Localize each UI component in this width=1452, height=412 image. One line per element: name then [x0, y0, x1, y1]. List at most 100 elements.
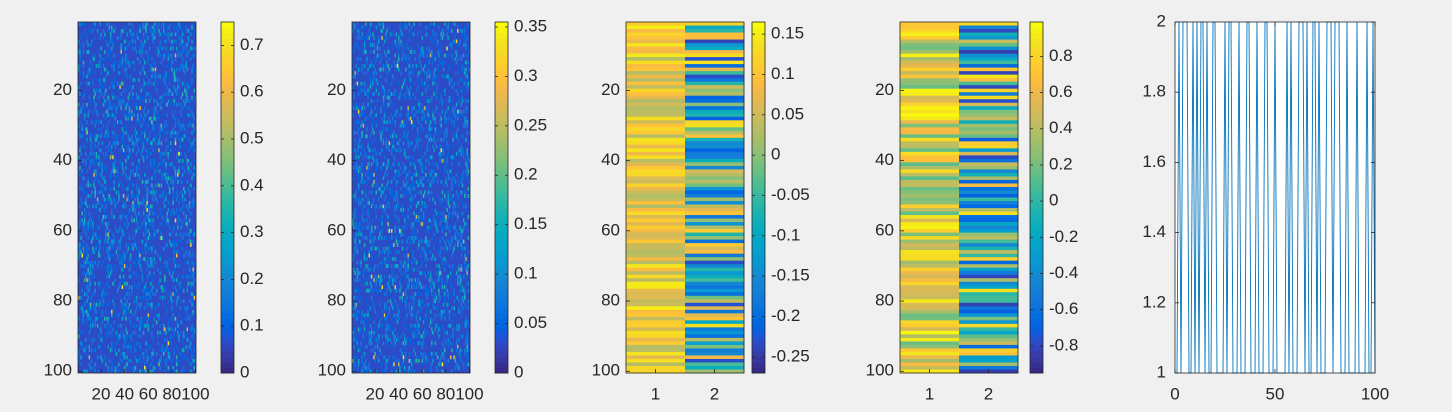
heatmap-cell — [157, 253, 159, 258]
heatmap-cell — [431, 50, 433, 54]
heatmap-cell — [383, 88, 386, 93]
heatmap-cell — [187, 253, 190, 258]
heatmap-cell — [379, 204, 381, 209]
heatmap-cell — [105, 232, 107, 237]
heatmap-cell — [446, 306, 448, 311]
heatmap-cell — [148, 246, 151, 251]
heatmap-cell — [180, 64, 183, 68]
heatmap-cell — [145, 22, 147, 26]
heatmap-cell — [361, 50, 363, 54]
heatmap-cell — [188, 229, 191, 233]
heatmap-cell — [462, 109, 465, 114]
heatmap-cell — [452, 106, 454, 111]
heatmap-cell — [444, 134, 446, 139]
heatmap-cell — [147, 355, 150, 360]
heatmap-cell — [188, 106, 191, 111]
heatmap-cell — [98, 253, 100, 258]
heatmap-cell — [87, 176, 89, 181]
heatmap-cell — [356, 81, 359, 86]
heatmap-cell — [106, 197, 108, 202]
heatmap-cell — [382, 183, 385, 188]
colorbar-swatch — [221, 367, 234, 374]
heatmap-cell — [407, 281, 409, 286]
heatmap-cell — [114, 278, 117, 283]
heatmap-cell — [186, 260, 189, 265]
heatmap-cell — [433, 285, 435, 290]
heatmap-cell — [448, 81, 451, 86]
heatmap-cell — [109, 176, 112, 181]
heatmap-cell — [80, 151, 82, 156]
heatmap-cell — [140, 106, 143, 111]
heatmap-cell — [427, 116, 429, 121]
heatmap-cell — [448, 43, 451, 47]
heatmap-cell — [167, 57, 170, 61]
heatmap-cell — [127, 116, 130, 121]
heatmap-cell — [193, 137, 196, 142]
heatmap-cell — [148, 295, 151, 300]
heatmap-cell — [405, 67, 407, 72]
heatmap-cell — [420, 292, 422, 297]
heatmap-cell — [98, 141, 100, 146]
heatmap-cell — [457, 232, 459, 237]
heatmap-cell — [414, 29, 417, 33]
heatmap-cell — [171, 43, 173, 47]
heatmap-cell — [445, 225, 447, 230]
heatmap-cell — [92, 109, 94, 114]
heatmap-cell — [128, 176, 131, 181]
heatmap-cell — [149, 158, 152, 163]
heatmap-cell — [364, 264, 367, 268]
heatmap-cell — [146, 320, 148, 325]
heatmap-cell — [357, 176, 360, 181]
colorbar-swatch — [221, 263, 234, 270]
heatmap-cell — [135, 299, 138, 304]
heatmap-cell — [395, 193, 398, 198]
heatmap-cell — [134, 355, 137, 360]
heatmap-cell — [436, 64, 439, 68]
heatmap-cell — [402, 151, 405, 156]
heatmap-cell — [92, 320, 94, 325]
heatmap-cell — [414, 193, 417, 198]
heatmap-cell — [399, 92, 401, 97]
heatmap-cell — [174, 137, 177, 142]
heatmap-cell — [149, 355, 152, 360]
heatmap-cell — [164, 176, 166, 181]
heatmap-cell — [88, 337, 91, 342]
heatmap-cell — [368, 155, 370, 160]
heatmap-cell — [78, 348, 80, 353]
heatmap-cell — [431, 169, 433, 174]
heatmap-cell — [459, 29, 461, 33]
heatmap-cell — [178, 176, 180, 181]
heatmap-cell — [162, 74, 165, 79]
heatmap-cell — [388, 309, 391, 314]
heatmap-cell — [102, 288, 105, 293]
heatmap-cell — [139, 46, 141, 51]
heatmap-cell — [419, 53, 421, 58]
heatmap-cell — [158, 113, 160, 118]
heatmap-cell — [415, 281, 418, 286]
heatmap-cell — [436, 193, 439, 198]
heatmap-cell — [95, 176, 98, 181]
heatmap-cell — [467, 155, 470, 160]
heatmap-cell — [98, 239, 100, 244]
heatmap-cell — [144, 362, 146, 367]
heatmap-cell — [359, 299, 361, 304]
heatmap-cell — [179, 50, 181, 54]
heatmap-cell — [144, 127, 146, 132]
heatmap-cell — [90, 264, 93, 268]
heatmap-cell — [141, 50, 144, 54]
heatmap-cell — [89, 29, 92, 33]
heatmap-cell — [405, 123, 407, 128]
heatmap-cell — [173, 165, 176, 170]
heatmap-cell — [98, 179, 100, 184]
heatmap-cell — [115, 106, 118, 111]
heatmap-cell — [419, 281, 421, 286]
heatmap-cell — [412, 155, 414, 160]
heatmap-cell — [100, 120, 102, 125]
heatmap-cell — [363, 36, 366, 40]
heatmap-cell — [370, 288, 373, 293]
heatmap-cell — [82, 239, 85, 244]
heatmap-cell — [122, 88, 125, 93]
heatmap-cell — [86, 292, 88, 297]
heatmap-cell — [352, 60, 354, 65]
heatmap-cell — [379, 260, 381, 265]
